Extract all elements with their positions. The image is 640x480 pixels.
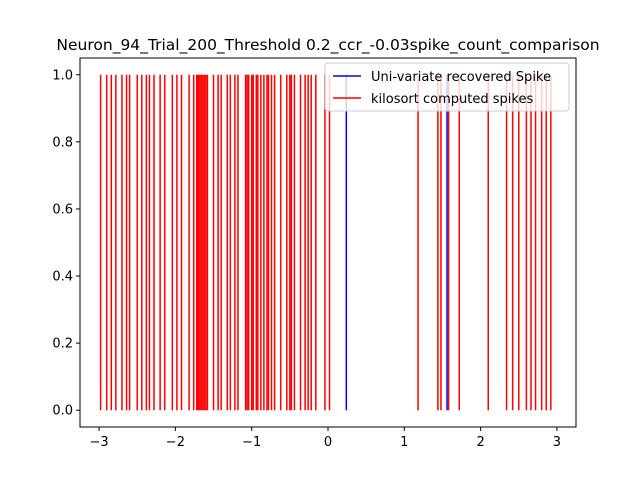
legend: Uni-variate recovered Spike kilosort comp… bbox=[324, 62, 570, 112]
x-tick-label: 2 bbox=[476, 435, 484, 450]
legend-label: Uni-variate recovered Spike bbox=[371, 70, 551, 85]
y-tick-label: 1.0 bbox=[52, 68, 73, 83]
x-axis: −3 −2 −1 0 1 2 3 bbox=[89, 427, 561, 450]
y-tick-label: 0.6 bbox=[52, 202, 73, 217]
x-tick-label: 0 bbox=[324, 435, 332, 450]
series-0 bbox=[345, 74, 448, 411]
series-1 bbox=[99, 74, 552, 411]
legend-label: kilosort computed spikes bbox=[371, 92, 533, 107]
x-tick-label: −1 bbox=[242, 435, 261, 450]
plot-series bbox=[99, 74, 552, 411]
x-tick-label: 3 bbox=[553, 435, 561, 450]
y-tick-label: 0.0 bbox=[52, 404, 73, 419]
chart-title: Neuron_94_Trial_200_Threshold 0.2_ccr_-0… bbox=[56, 36, 599, 55]
x-tick-label: 1 bbox=[400, 435, 408, 450]
y-tick-label: 0.2 bbox=[52, 337, 73, 352]
y-axis: 0.0 0.2 0.4 0.6 0.8 1.0 bbox=[52, 68, 80, 419]
y-tick-label: 0.8 bbox=[52, 135, 73, 150]
x-tick-label: −2 bbox=[166, 435, 185, 450]
legend-box bbox=[324, 62, 570, 112]
y-tick-label: 0.4 bbox=[52, 270, 73, 285]
x-tick-label: −3 bbox=[89, 435, 108, 450]
